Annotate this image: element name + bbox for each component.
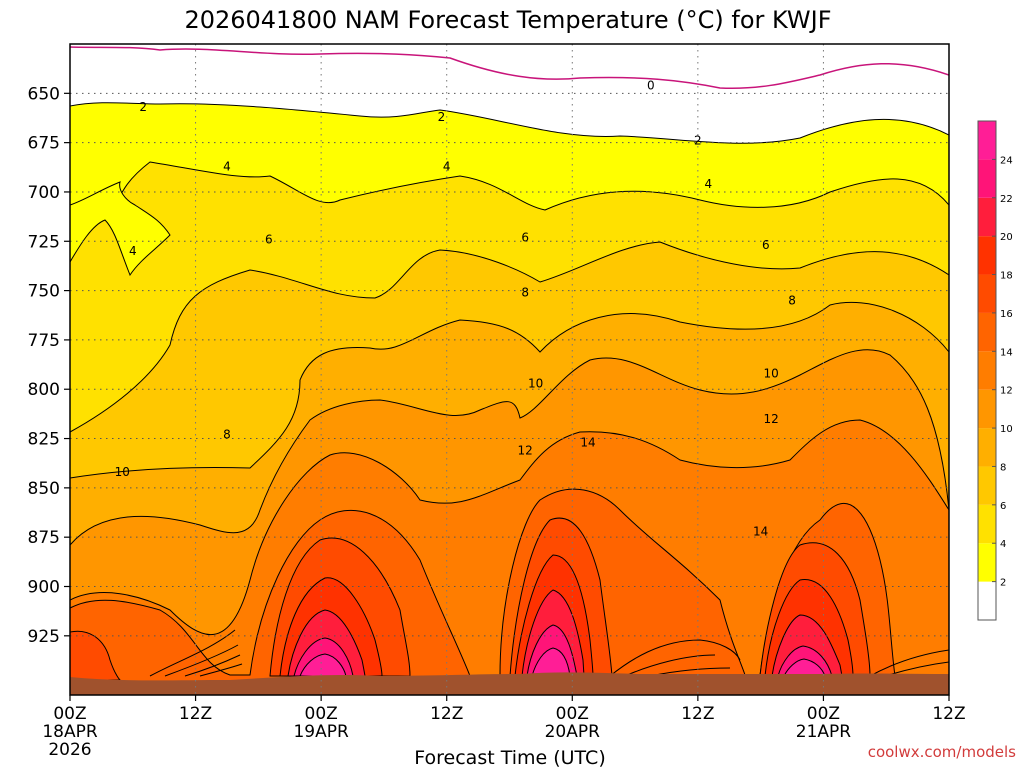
contour-label: 10 [115,465,130,479]
band-20 [287,589,843,677]
contour-label: 12 [763,412,778,426]
contour-label: 2 [694,134,702,148]
x-tick-date: 20APR [545,722,601,742]
y-tick-label: 775 [28,331,60,351]
x-tick-label: 00Z [305,704,338,724]
contour-label: 4 [705,177,713,191]
x-tick-label: 12Z [430,704,463,724]
colorbar-swatch [978,159,996,198]
x-tick-date: 18APR [42,722,98,742]
contour-label: 8 [521,286,529,300]
colorbar-swatch [978,121,996,160]
contour-label: 0 [647,78,655,92]
x-axis-label: Forecast Time (UTC) [414,747,605,768]
y-tick-label: 725 [28,232,60,252]
colorbar-label: 18 [1000,271,1013,282]
colorbar-swatch [978,466,996,505]
colorbar-swatch [978,389,996,429]
grid-lines [70,44,949,695]
plot-frame [69,43,950,696]
colorbar-label: 16 [1000,309,1013,320]
band-22 [293,624,833,677]
contour-label: 10 [763,366,778,380]
plot-area [70,44,949,695]
x-tick-year: 2026 [48,740,91,760]
colorbar-swatch [978,581,996,620]
colorbar-label: 14 [1000,347,1013,358]
contour-label: 6 [762,238,770,252]
colorbar-frame [977,120,997,621]
y-axis: 650 675 700 725 750 775 800 825 850 875 900 925 [28,84,70,647]
contour-label: 8 [788,293,796,307]
contour-label: 6 [265,232,273,246]
colorbar-label: 12 [1000,386,1013,397]
y-tick-label: 675 [28,134,60,154]
x-tick-date: 21APR [796,722,852,742]
y-tick-label: 925 [28,627,60,647]
x-tick-date: 19APR [293,722,349,742]
contour-label: 12 [518,443,533,457]
y-tick-label: 900 [28,578,60,598]
chart-title: 2026041800 NAM Forecast Temperature (°C)… [184,6,831,34]
x-tick-label: 00Z [556,704,589,724]
y-tick-label: 875 [28,528,60,548]
y-tick-label: 700 [28,183,60,203]
colorbar-label: 10 [1000,424,1013,435]
contour-label: 4 [129,244,137,258]
x-tick-label: 00Z [807,704,840,724]
contour-label: 4 [443,159,451,173]
contour-label: 4 [223,159,231,173]
colorbar-swatch [978,504,996,544]
credit-text: coolwx.com/models [868,743,1016,761]
colorbar-swatch [978,274,996,313]
colorbar-swatch [978,236,996,275]
colorbar-label: 2 [1000,578,1006,589]
contour-label: 14 [753,524,768,538]
colorbar-label: 4 [1000,539,1006,550]
x-tick-label: 00Z [53,704,86,724]
contour-labels: 0 2 2 2 4 4 4 4 6 6 6 8 8 8 10 10 10 12 12 14 14 [115,78,796,538]
colorbar-swatch [978,312,996,352]
band-4-pocket [70,181,171,277]
contour-label: 14 [580,435,595,449]
colorbar-label: 6 [1000,501,1006,512]
band-24 [299,647,826,677]
x-tick-label: 12Z [932,704,965,724]
zero-degree-contour [70,46,949,90]
surface-streaks-left [149,629,949,677]
colorbar-swatch [978,197,996,237]
colorbar-swatch [978,351,996,390]
colorbar-label: 24 [1000,155,1013,166]
y-tick-label: 825 [28,430,60,450]
colorbar-label: 20 [1000,232,1013,243]
colorbar-label: 8 [1000,462,1006,473]
x-tick-label: 12Z [179,704,212,724]
contour-label: 6 [521,230,529,244]
contour-label: 2 [438,110,446,124]
y-tick-label: 750 [28,282,60,302]
contour-label: 8 [223,428,231,442]
colorbar-label: 22 [1000,194,1013,205]
contour-label: 10 [528,376,543,390]
colorbar-swatch [978,428,996,467]
contour-label: 2 [139,100,147,114]
y-tick-label: 800 [28,380,60,400]
ground-surface [70,672,949,695]
y-tick-label: 650 [28,84,60,104]
y-tick-label: 850 [28,479,60,499]
colorbar-swatch [978,543,996,582]
x-tick-label: 12Z [681,704,714,724]
